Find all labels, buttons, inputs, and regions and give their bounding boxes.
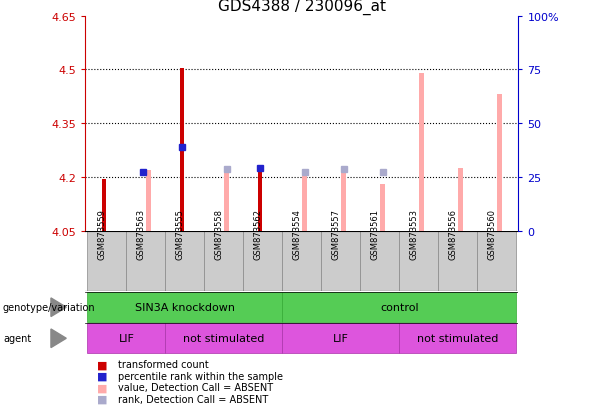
- Bar: [204, 231, 243, 291]
- Bar: [399, 324, 517, 354]
- Text: GSM873558: GSM873558: [215, 208, 224, 259]
- Bar: [166, 324, 282, 354]
- Bar: [87, 231, 127, 291]
- Bar: [477, 231, 517, 291]
- Text: ■: ■: [97, 359, 108, 369]
- Text: transformed count: transformed count: [118, 359, 209, 369]
- Text: GSM873560: GSM873560: [488, 208, 497, 259]
- Bar: [498, 95, 502, 231]
- Polygon shape: [51, 329, 66, 348]
- Text: GSM873556: GSM873556: [449, 208, 458, 259]
- Text: GSM873561: GSM873561: [371, 208, 380, 259]
- Bar: [458, 169, 463, 231]
- Text: genotype/variation: genotype/variation: [3, 303, 95, 313]
- Text: GSM873555: GSM873555: [176, 208, 185, 259]
- Text: GSM873553: GSM873553: [410, 208, 419, 259]
- Bar: [87, 292, 282, 322]
- Bar: [399, 231, 438, 291]
- Bar: [101, 179, 106, 231]
- Text: LIF: LIF: [118, 333, 134, 344]
- Text: not stimulated: not stimulated: [183, 333, 264, 344]
- Bar: [224, 169, 229, 231]
- Bar: [127, 231, 166, 291]
- Bar: [282, 324, 399, 354]
- Bar: [166, 231, 204, 291]
- Bar: [342, 169, 346, 231]
- Bar: [87, 324, 166, 354]
- Text: value, Detection Call = ABSENT: value, Detection Call = ABSENT: [118, 382, 273, 392]
- Title: GDS4388 / 230096_at: GDS4388 / 230096_at: [218, 0, 386, 15]
- Text: LIF: LIF: [333, 333, 349, 344]
- Bar: [282, 231, 322, 291]
- Text: ■: ■: [97, 382, 108, 392]
- Bar: [438, 231, 477, 291]
- Text: not stimulated: not stimulated: [417, 333, 498, 344]
- Text: SIN3A knockdown: SIN3A knockdown: [135, 302, 235, 313]
- Text: ■: ■: [97, 394, 108, 404]
- Bar: [147, 171, 151, 231]
- Bar: [360, 231, 399, 291]
- Bar: [243, 231, 282, 291]
- Bar: [282, 292, 517, 322]
- Bar: [302, 174, 307, 231]
- Text: GSM873563: GSM873563: [137, 208, 146, 259]
- Text: control: control: [380, 302, 419, 313]
- Bar: [380, 185, 385, 231]
- Text: ■: ■: [97, 371, 108, 381]
- Bar: [322, 231, 360, 291]
- Text: agent: agent: [3, 334, 31, 344]
- Polygon shape: [51, 298, 66, 317]
- Text: rank, Detection Call = ABSENT: rank, Detection Call = ABSENT: [118, 394, 268, 404]
- Bar: [419, 74, 424, 231]
- Bar: [257, 169, 262, 231]
- Text: percentile rank within the sample: percentile rank within the sample: [118, 371, 283, 381]
- Text: GSM873559: GSM873559: [98, 208, 107, 259]
- Text: GSM873554: GSM873554: [293, 208, 302, 259]
- Text: GSM873562: GSM873562: [254, 208, 263, 259]
- Text: GSM873557: GSM873557: [332, 208, 341, 259]
- Bar: [180, 69, 184, 231]
